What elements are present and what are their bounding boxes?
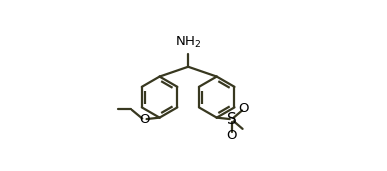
Text: O: O <box>238 102 249 115</box>
Text: NH$_2$: NH$_2$ <box>175 35 201 50</box>
Text: O: O <box>227 129 237 142</box>
Text: O: O <box>139 113 150 126</box>
Text: S: S <box>227 112 237 127</box>
